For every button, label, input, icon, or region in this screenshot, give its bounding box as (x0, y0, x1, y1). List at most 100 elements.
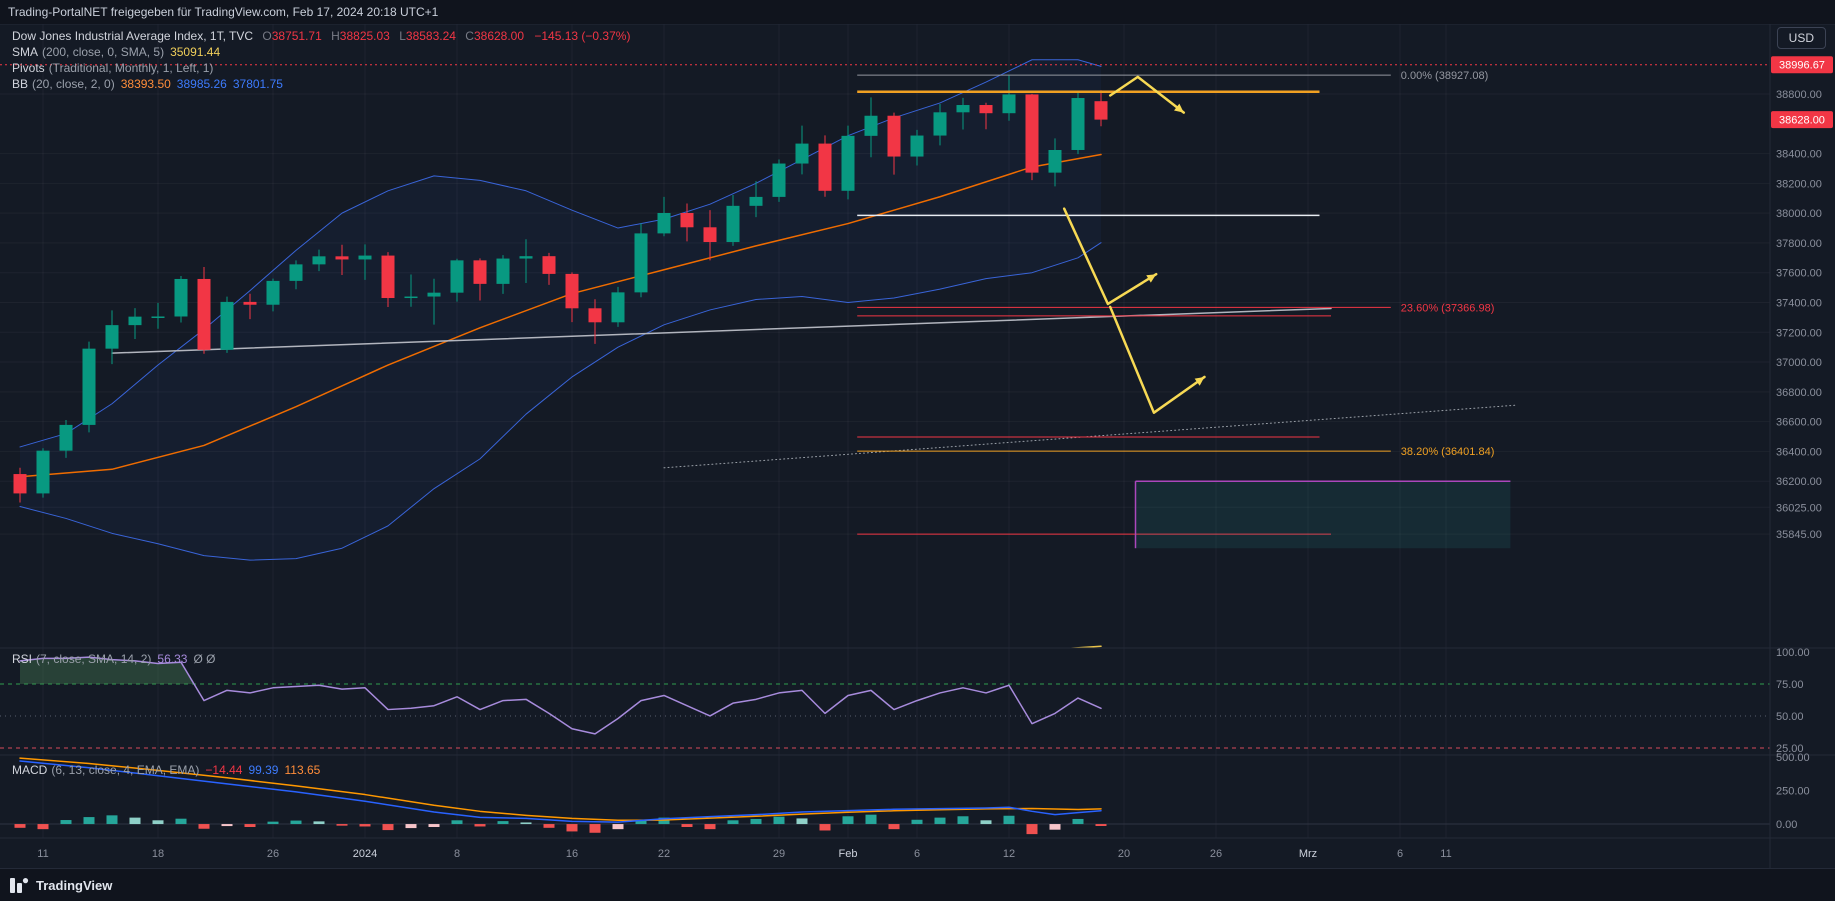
axis-label: 6 (914, 848, 920, 860)
candle-body (864, 115, 878, 136)
legend-row-bb[interactable]: BB (20, close, 2, 0) 38393.50 38985.26 37801… (12, 76, 630, 92)
candle-body (519, 256, 533, 259)
axis-label: 37600.00 (1776, 268, 1822, 280)
macd-histogram-bar (842, 816, 854, 825)
symbol-title[interactable]: Dow Jones Industrial Average Index, 1T, … (12, 29, 254, 43)
legend-row-pivots[interactable]: Pivots (Traditional, Monthly, 1, Left, 1) (12, 60, 630, 76)
legend-row-macd[interactable]: MACD (6, 13, close, 4, EMA, EMA) −14.44 99.… (12, 762, 320, 778)
macd-histogram-bar (635, 819, 647, 825)
candle-body (450, 260, 464, 293)
candle-body (1094, 101, 1108, 120)
candle-body (542, 256, 556, 274)
projection-box[interactable] (1135, 481, 1511, 549)
macd-legend[interactable]: MACD (6, 13, close, 4, EMA, EMA) −14.44 99.… (12, 762, 320, 778)
candle-body (128, 316, 142, 326)
candle-body (933, 112, 947, 136)
axis-label: 11 (1440, 848, 1451, 860)
ohlc-low-value: 38583.24 (405, 29, 456, 43)
macd-histogram-bar (428, 824, 440, 828)
projection-arrow[interactable] (1108, 75, 1186, 114)
macd-histogram-bar (888, 824, 900, 830)
macd-histogram-bar (359, 824, 371, 827)
macd-histogram-bar (704, 824, 716, 830)
macd-histogram-bar (934, 817, 946, 825)
macd-histogram-bar (405, 824, 417, 829)
candle-body (772, 163, 786, 197)
fib-level-label: 38.20% (36401.84) (1401, 446, 1495, 458)
macd-histogram-bar (129, 817, 141, 825)
axis-label: 100.00 (1776, 647, 1810, 659)
candle-body (358, 255, 372, 260)
candle-body (887, 115, 901, 157)
candle-body (59, 424, 73, 451)
macd-histogram-bar (681, 824, 693, 828)
candle-body (243, 301, 257, 305)
macd-histogram-bar (290, 820, 302, 825)
rsi-line (19, 656, 1102, 735)
watermark-bar: Trading-PortalNET freigegeben für Tradin… (0, 0, 1835, 24)
axis-label: 500.00 (1776, 752, 1810, 764)
candle-body (588, 308, 602, 323)
axis-label: 0.00 (1776, 819, 1797, 831)
candle-body (841, 135, 855, 191)
macd-histogram-bar (267, 821, 279, 825)
candle-body (427, 292, 441, 297)
axis-label: 29 (773, 848, 785, 860)
bb-lower-line (19, 242, 1102, 561)
sma-value: 35091.44 (170, 45, 221, 59)
macd-histogram-bar (1049, 824, 1061, 830)
axis-label: 38996.67 (1779, 60, 1825, 72)
macd-histogram-bar (198, 824, 210, 829)
macd-histogram-bar (175, 818, 187, 825)
currency-button[interactable]: USD (1776, 27, 1826, 49)
watermark-text: Trading-PortalNET freigegeben für Tradin… (8, 5, 439, 19)
candle-body (312, 256, 326, 265)
candle-body (657, 212, 671, 234)
price-axis[interactable]: 38800.00 38400.00 38200.00 38000.00 37800.00… (1771, 56, 1833, 831)
fib-level-label: 0.00% (38927.08) (1401, 70, 1488, 82)
candle-body (197, 278, 211, 350)
axis-label: 38200.00 (1776, 178, 1822, 190)
macd-histogram-bar (1072, 818, 1084, 825)
macd-hist-value: −14.44 (205, 763, 243, 777)
candle-body (496, 258, 510, 284)
tradingview-wordmark[interactable]: TradingView (36, 877, 113, 893)
candle-body (1048, 149, 1062, 173)
projection-arrowhead (1146, 274, 1157, 283)
candle-body (1002, 94, 1016, 114)
candle-body (82, 348, 96, 425)
legend-row-symbol[interactable]: Dow Jones Industrial Average Index, 1T, … (12, 28, 630, 44)
macd-histogram-bar (37, 824, 49, 830)
rsi-title[interactable]: RSI (12, 652, 33, 666)
macd-histogram-bar (520, 822, 532, 825)
axis-label: 16 (566, 848, 578, 860)
rsi-extra-values: Ø Ø (193, 652, 216, 666)
fib-level-label: 23.60% (37366.98) (1401, 302, 1495, 314)
bb-title[interactable]: BB (12, 77, 29, 91)
axis-label: 20 (1118, 848, 1130, 860)
macd-title[interactable]: MACD (12, 763, 48, 777)
candle-body (36, 450, 50, 494)
rsi-params: (7, close, SMA, 14, 2) (36, 652, 152, 666)
ohlc-open-value: 38751.71 (271, 29, 322, 43)
axis-label: 26 (1210, 848, 1222, 860)
macd-histogram-bar (865, 814, 877, 825)
candle-body (174, 278, 188, 317)
sma-title[interactable]: SMA (12, 45, 39, 59)
projection-arrow[interactable] (1108, 305, 1206, 414)
axis-label: 37800.00 (1776, 238, 1822, 250)
projection-arrow[interactable] (1062, 207, 1158, 306)
rsi-legend[interactable]: RSI (7, close, SMA, 14, 2) 56.33 Ø Ø (12, 651, 215, 667)
candle-body (956, 105, 970, 113)
time-axis[interactable]: 11 18 26 2024 8 16 22 29 Feb 6 12 20 26 Mrz 6 11 (37, 848, 1451, 860)
legend-row-rsi[interactable]: RSI (7, close, SMA, 14, 2) 56.33 Ø Ø (12, 651, 215, 667)
macd-histogram-bar (773, 816, 785, 825)
tradingview-logo-icon[interactable] (10, 877, 29, 893)
macd-histogram-bar (60, 820, 72, 825)
candle-body (565, 273, 579, 309)
candle-body (266, 280, 280, 305)
projection-arrowhead (1194, 376, 1205, 386)
legend-row-sma[interactable]: SMA (200, close, 0, SMA, 5) 35091.44 (12, 44, 630, 60)
pivots-title[interactable]: Pivots (12, 61, 45, 75)
